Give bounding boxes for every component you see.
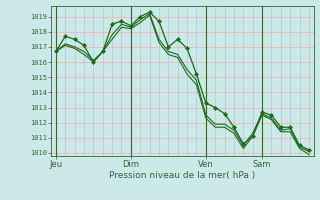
- X-axis label: Pression niveau de la mer( hPa ): Pression niveau de la mer( hPa ): [109, 171, 256, 180]
